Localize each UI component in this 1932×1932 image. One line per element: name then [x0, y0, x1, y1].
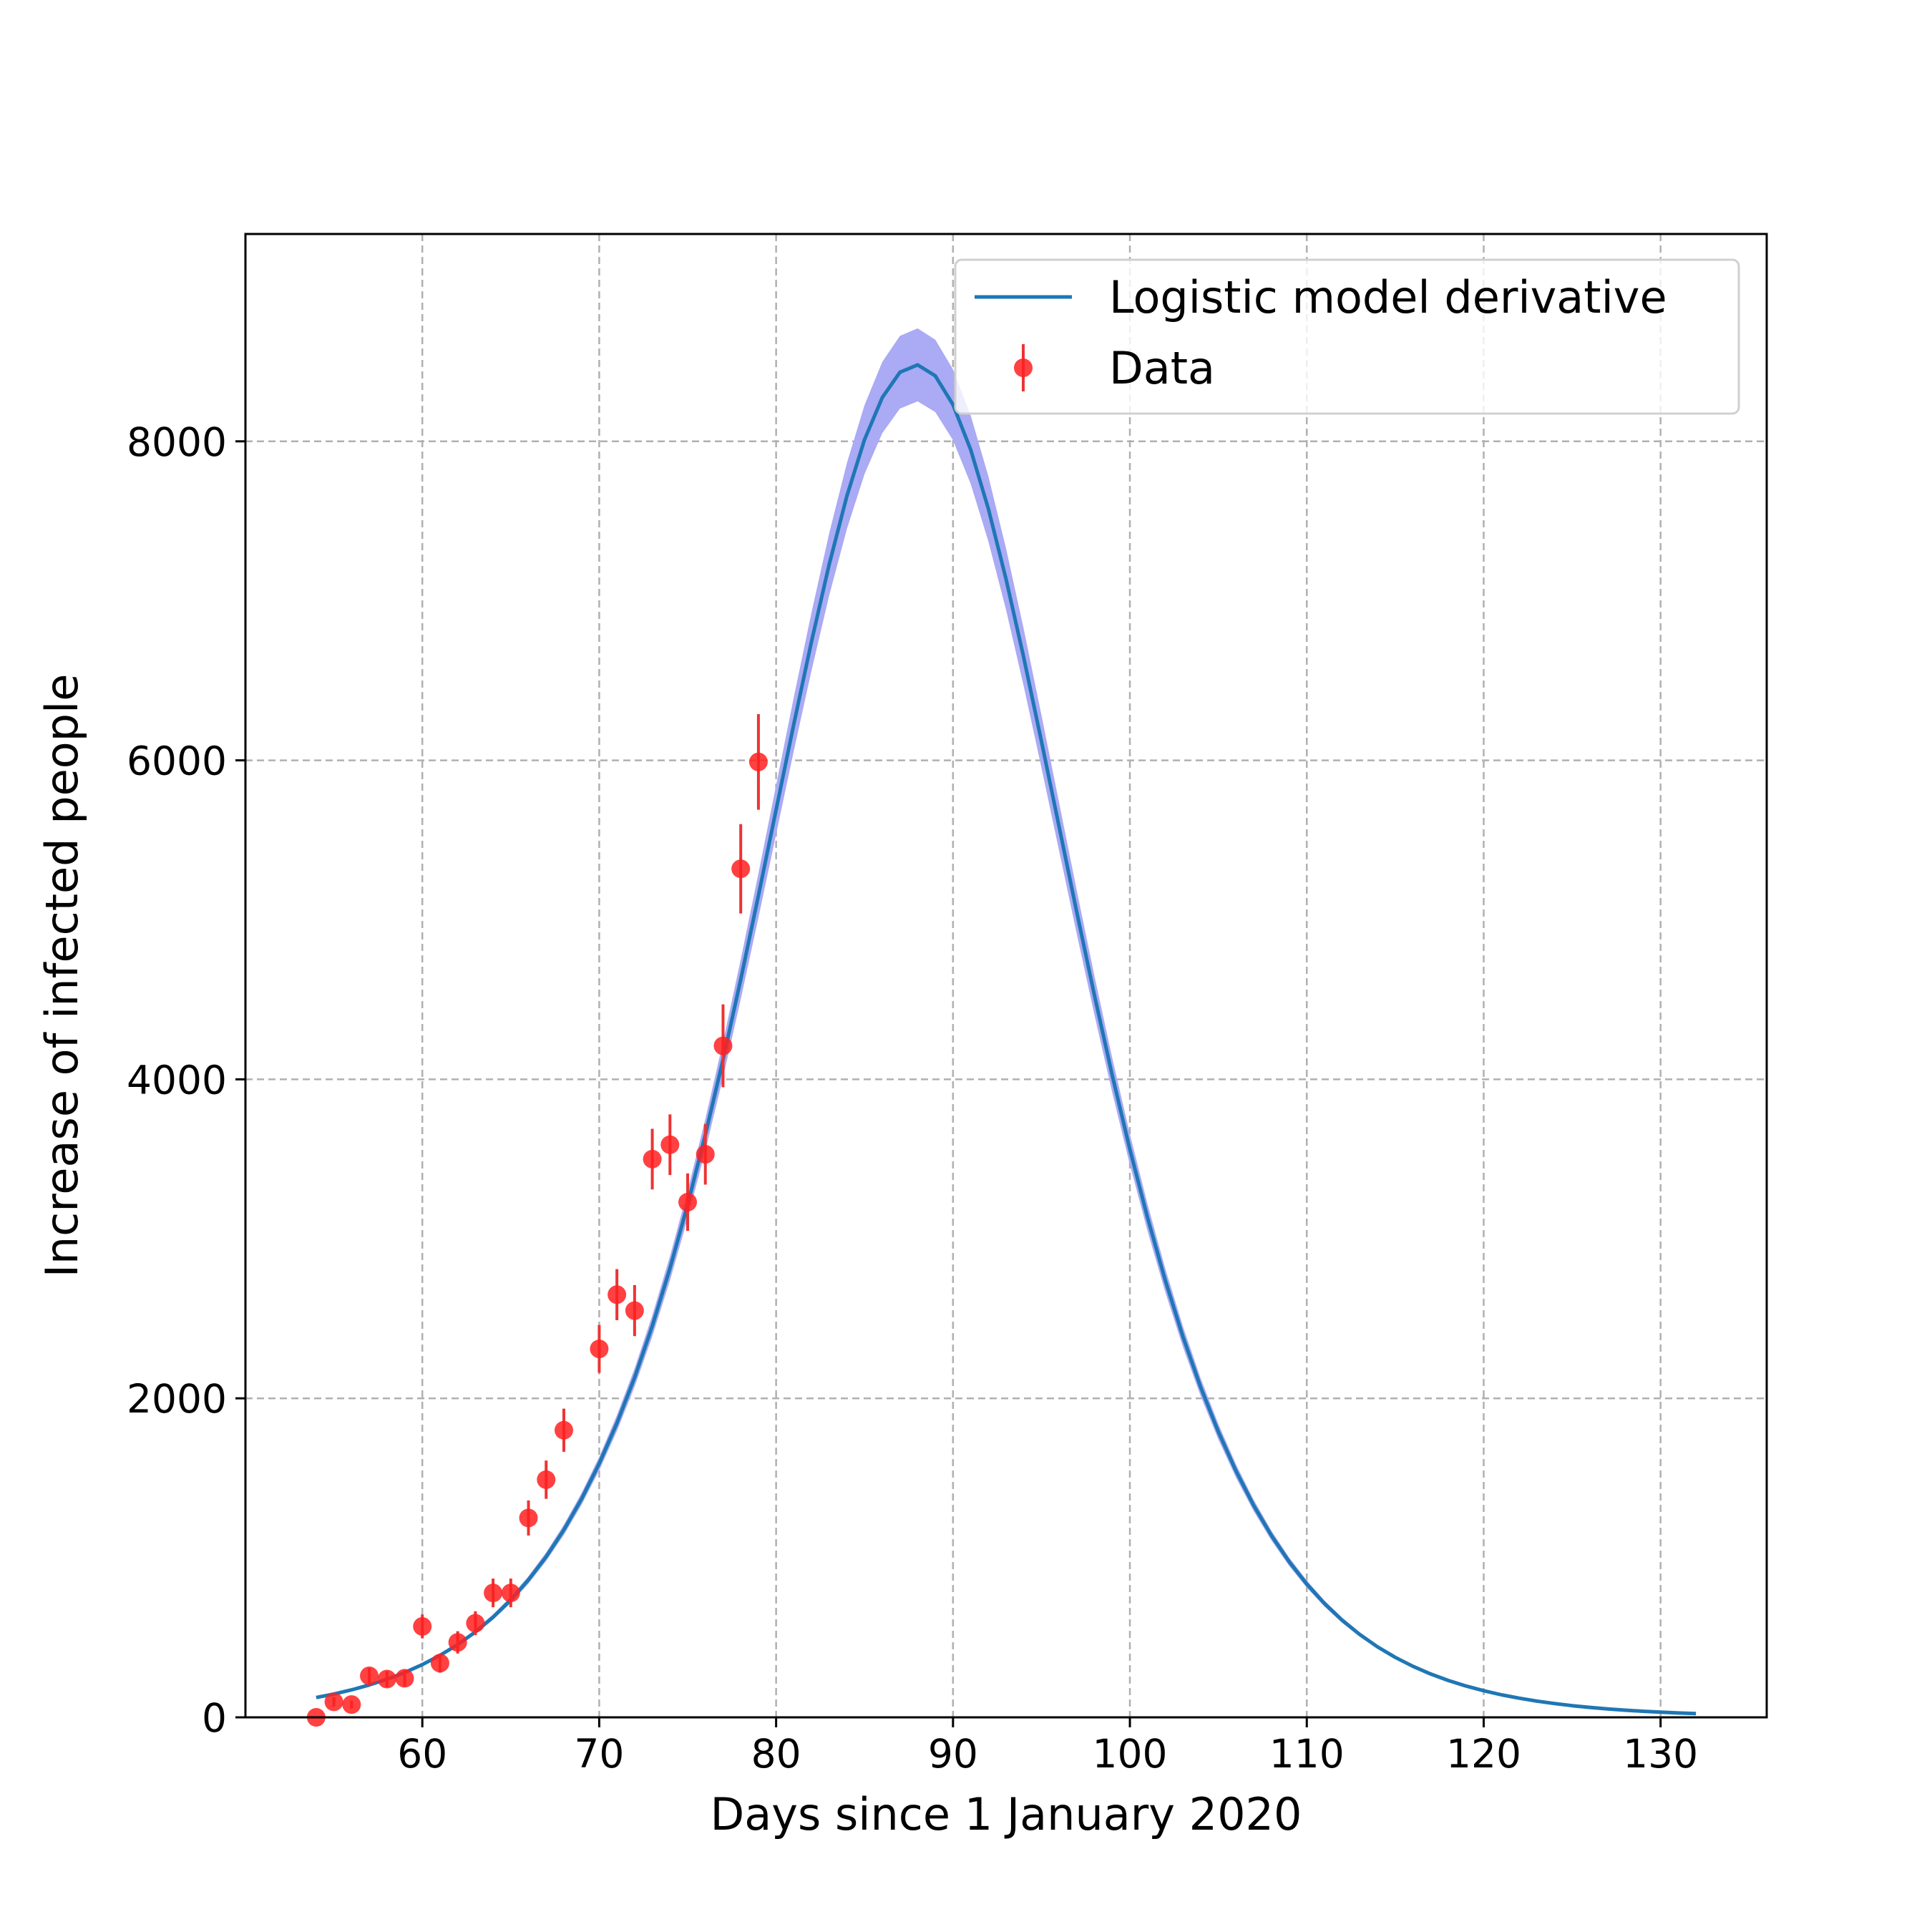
x-tick-label: 120	[1446, 1731, 1521, 1777]
data-points	[306, 713, 768, 1727]
data-point	[608, 1285, 627, 1304]
data-point	[360, 1667, 379, 1686]
data-point	[342, 1695, 361, 1714]
data-point	[519, 1508, 538, 1528]
data-point	[324, 1692, 343, 1712]
data-point	[713, 1036, 733, 1055]
data-point	[731, 859, 751, 879]
data-point	[554, 1420, 573, 1440]
x-tick-label: 110	[1269, 1731, 1345, 1777]
x-tick-label: 130	[1623, 1731, 1698, 1777]
x-tick-label: 100	[1093, 1731, 1168, 1777]
data-point	[537, 1470, 556, 1489]
legend: Logistic model derivative Data	[954, 258, 1740, 415]
x-tick-label: 70	[574, 1731, 624, 1777]
y-axis-label: Increase of infected people	[36, 674, 88, 1278]
data-point	[484, 1584, 503, 1603]
y-tick-label: 4000	[127, 1057, 227, 1103]
x-tick-label: 80	[751, 1731, 801, 1777]
axis-ticks: 60 70 80 90 100 110 120 130 0 2000 4000 6000 8000	[127, 419, 1698, 1777]
data-point	[466, 1614, 485, 1633]
y-tick-label: 6000	[127, 738, 227, 784]
legend-box	[954, 258, 1740, 415]
data-point	[643, 1149, 662, 1169]
legend-model-label: Logistic model derivative	[1109, 271, 1667, 323]
data-point	[625, 1301, 644, 1320]
data-point	[413, 1616, 432, 1636]
data-point	[430, 1654, 449, 1673]
x-tick-label: 90	[928, 1731, 978, 1777]
model-curve	[316, 363, 1697, 1716]
y-tick-label: 0	[202, 1695, 227, 1741]
data-point	[660, 1135, 680, 1154]
plot-frame	[244, 233, 1768, 1719]
data-point	[395, 1669, 414, 1688]
data-point	[377, 1669, 396, 1689]
confidence-band	[316, 328, 1697, 1714]
data-point	[501, 1584, 520, 1603]
model-line	[316, 363, 1697, 1716]
legend-data-marker	[1014, 358, 1033, 377]
grid	[245, 234, 1767, 1719]
y-tick-label: 8000	[127, 419, 227, 465]
data-point	[590, 1340, 609, 1359]
data-point	[448, 1633, 467, 1652]
y-tick-label: 2000	[127, 1376, 227, 1422]
confidence-band-area	[316, 328, 1697, 1714]
x-axis-label: Days since 1 January 2020	[711, 1788, 1302, 1840]
data-point	[678, 1193, 698, 1212]
x-tick-label: 60	[397, 1731, 447, 1777]
legend-data-label: Data	[1109, 342, 1215, 394]
data-point	[748, 752, 768, 771]
data-point	[696, 1145, 715, 1164]
